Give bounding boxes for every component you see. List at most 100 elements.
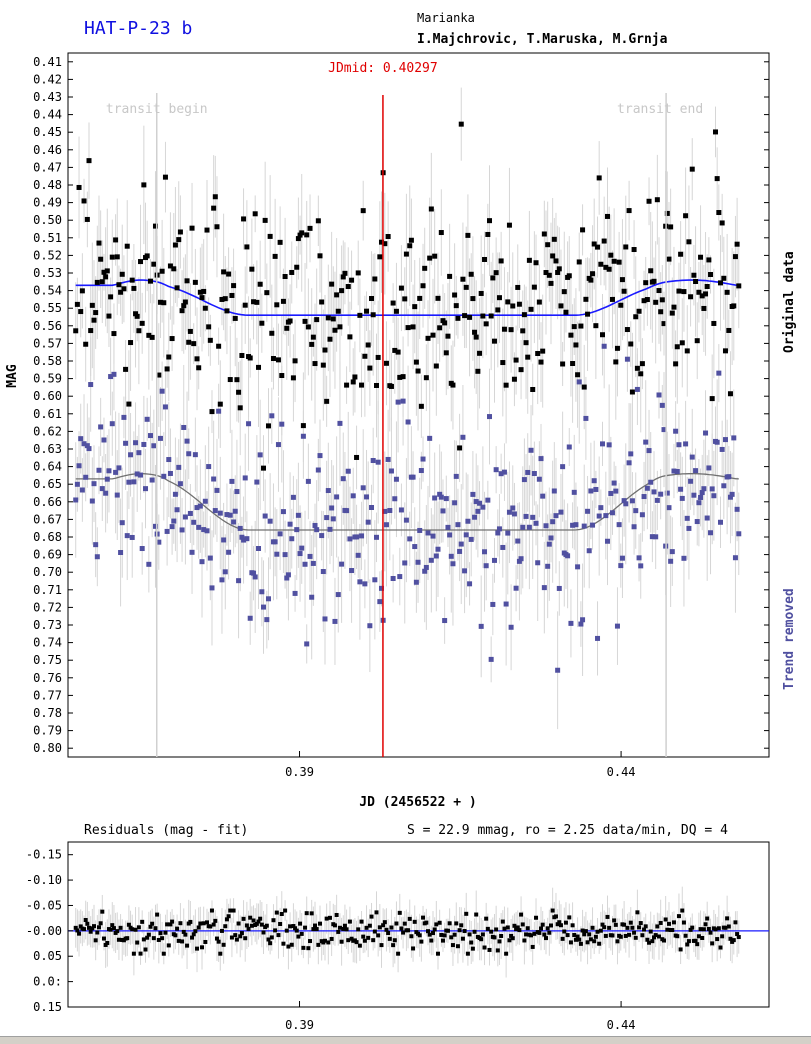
original-data-point — [324, 398, 330, 404]
residual-point — [188, 919, 193, 924]
residual-point — [557, 920, 562, 925]
trend-removed-point — [531, 471, 537, 477]
residual-point — [731, 938, 736, 943]
main-y-tick-label: 0.44 — [33, 108, 62, 122]
original-data-point — [619, 277, 625, 283]
residual-point — [572, 933, 577, 938]
trend-removed-point — [491, 557, 497, 563]
residual-point — [643, 924, 648, 929]
original-data-point — [473, 334, 479, 340]
original-data-point — [533, 260, 539, 266]
residual-point — [452, 932, 457, 937]
trend-removed-point — [609, 510, 615, 516]
trend-removed-point — [428, 557, 434, 563]
residual-point — [304, 911, 309, 916]
original-data-point — [339, 288, 345, 294]
original-data-point — [229, 292, 235, 298]
residual-point — [580, 928, 585, 933]
residual-point — [256, 919, 261, 924]
residual-point — [224, 917, 229, 922]
residual-point — [505, 925, 510, 930]
residual-point — [165, 922, 170, 927]
residual-point — [648, 929, 653, 934]
trend-removed-point — [681, 555, 687, 561]
trend-removed-point — [370, 458, 376, 464]
trend-removed-point — [732, 555, 738, 561]
trend-removed-point — [295, 512, 301, 518]
trend-removed-point — [616, 522, 622, 528]
residual-point — [296, 934, 301, 939]
original-data-point — [420, 283, 426, 289]
trend-removed-point — [678, 486, 684, 492]
original-data-point — [631, 247, 637, 253]
original-data-point — [496, 295, 502, 301]
residual-point — [542, 932, 547, 937]
original-data-point — [249, 266, 255, 272]
trend-removed-point — [169, 524, 175, 530]
trend-removed-point — [179, 527, 185, 533]
main-y-tick-label: 0.51 — [33, 231, 62, 245]
residual-point — [322, 938, 327, 943]
original-data-point — [314, 317, 320, 323]
trend-removed-point — [374, 534, 380, 540]
trend-removed-point — [101, 437, 107, 443]
trend-removed-point — [405, 419, 411, 425]
trend-removed-point — [166, 457, 172, 463]
residual-point — [163, 930, 168, 935]
trend-removed-point — [357, 579, 363, 585]
original-data-point — [505, 299, 511, 305]
residual-point — [238, 934, 243, 939]
original-data-point — [684, 348, 690, 354]
trend-removed-point — [315, 467, 321, 473]
trend-removed-point — [693, 468, 699, 474]
original-data-point — [591, 241, 597, 247]
original-data-point — [736, 283, 742, 289]
trend-removed-point — [290, 494, 296, 500]
original-data-point — [201, 288, 207, 294]
original-data-point — [307, 225, 313, 231]
original-data-point — [452, 292, 458, 298]
residual-point — [233, 933, 238, 938]
original-data-point — [251, 299, 257, 305]
main-y-tick-label: 0.54 — [33, 284, 62, 298]
residual-point — [276, 933, 281, 938]
original-data-point — [152, 223, 158, 229]
trend-removed-point — [427, 435, 433, 441]
original-data-point — [340, 274, 346, 280]
original-data-point — [581, 384, 587, 390]
trend-removed-point — [395, 399, 401, 405]
trend-removed-point — [126, 479, 132, 485]
original-data-point — [510, 303, 516, 309]
residual-point — [419, 939, 424, 944]
original-data-point — [626, 208, 632, 214]
original-data-point — [257, 281, 263, 287]
trend-removed-point — [475, 508, 481, 514]
original-data-point — [207, 337, 213, 343]
trend-removed-point — [703, 430, 709, 436]
original-data-point — [382, 241, 388, 247]
original-data-point — [166, 354, 172, 360]
trend-removed-point — [553, 513, 559, 519]
original-data-point — [237, 405, 243, 411]
original-data-point — [646, 198, 652, 204]
original-data-point — [101, 269, 107, 275]
residual-point — [480, 932, 485, 937]
original-data-point — [601, 238, 607, 244]
main-y-tick-label: 0.41 — [33, 55, 62, 69]
original-data-point — [202, 305, 208, 311]
residual-point — [598, 928, 603, 933]
trend-removed-point — [501, 469, 507, 475]
trend-removed-point — [192, 452, 198, 458]
main-x-tick-label: 0.39 — [285, 765, 314, 779]
trend-removed-point — [76, 463, 82, 469]
original-data-point — [413, 359, 419, 365]
trend-removed-point — [671, 468, 677, 474]
residual-point — [178, 921, 183, 926]
trend-removed-point — [74, 481, 80, 487]
trend-removed-point — [398, 507, 404, 513]
residual-point — [326, 940, 331, 945]
trend-removed-point — [109, 421, 115, 427]
original-data-point — [232, 315, 238, 321]
trend-removed-point — [688, 478, 694, 484]
original-data-point — [83, 341, 89, 347]
